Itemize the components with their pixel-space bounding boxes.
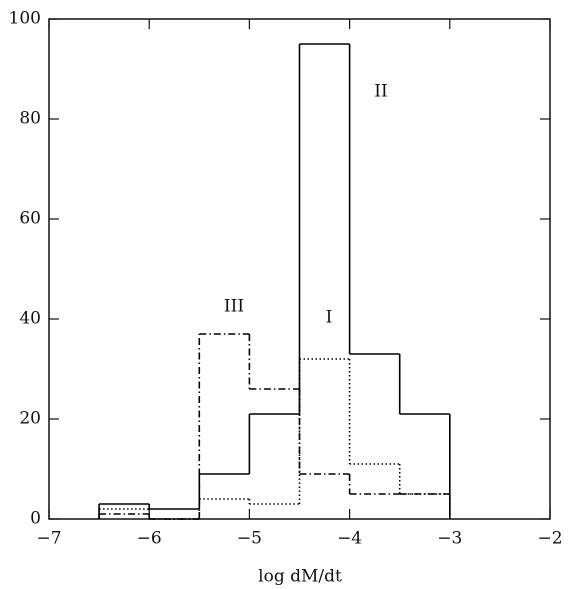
- y-tick-label: 20: [19, 409, 41, 429]
- y-tick-label: 60: [19, 209, 41, 229]
- x-axis-label: log dM/dt: [258, 567, 342, 587]
- plot-frame: [48, 18, 551, 520]
- y-tick-label: 0: [30, 509, 41, 529]
- series-label: III: [224, 297, 244, 317]
- x-tick-label: −2: [537, 529, 562, 549]
- x-tick-label: −6: [137, 529, 162, 549]
- x-tick-label: −5: [237, 529, 262, 549]
- series-label: I: [326, 308, 333, 328]
- y-tick-label: 80: [19, 109, 41, 129]
- x-tick-label: −4: [337, 529, 362, 549]
- x-tick-label: −7: [36, 529, 61, 549]
- series-label: II: [374, 82, 387, 102]
- y-tick-label: 100: [9, 9, 41, 29]
- y-tick-label: 40: [19, 309, 41, 329]
- x-tick-label: −3: [437, 529, 462, 549]
